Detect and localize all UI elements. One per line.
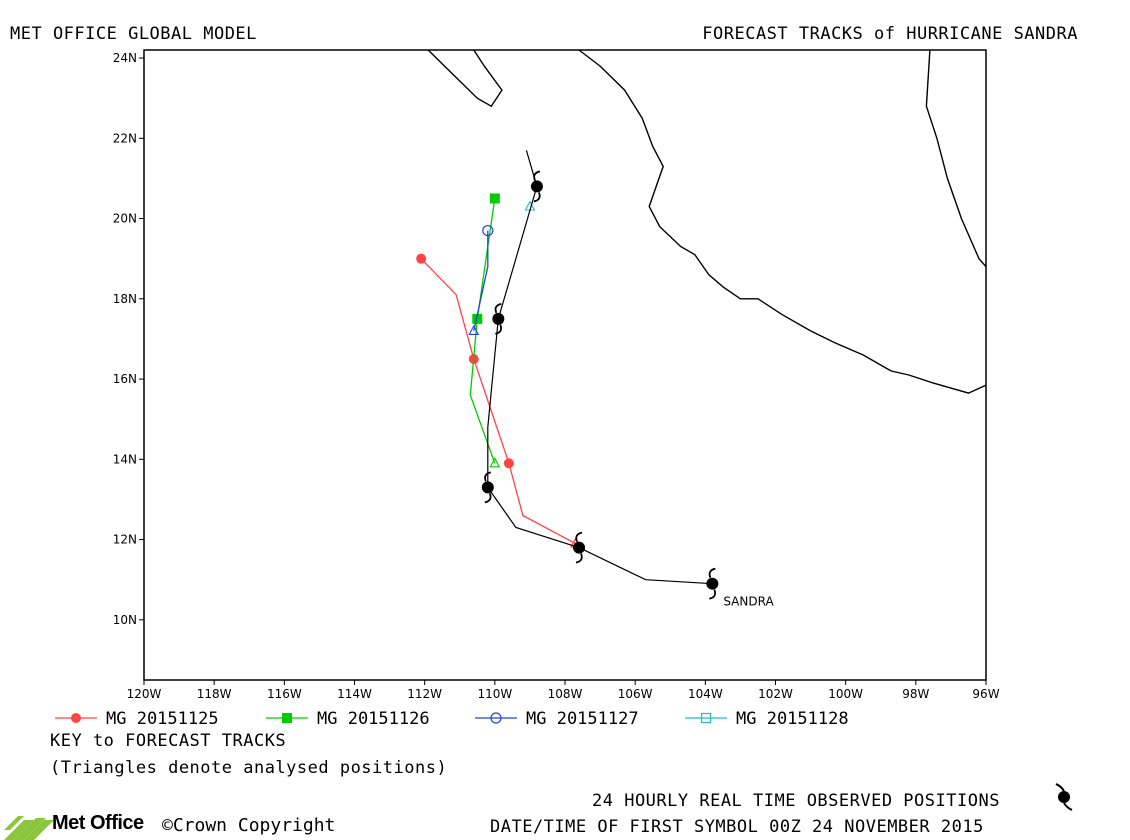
hurricane-arm (533, 170, 541, 181)
x-tick-label: 112W (407, 687, 442, 701)
legend-marker (71, 713, 81, 723)
coastline (925, 49, 987, 268)
forecast-marker (416, 253, 427, 264)
x-tick-label: 100W (828, 687, 863, 701)
x-tick-label: 118W (197, 687, 232, 701)
hurricane-arm (484, 471, 492, 482)
key-title: KEY to FORECAST TRACKS (50, 731, 287, 751)
observed-note: 24 HOURLY REAL TIME OBSERVED POSITIONS (592, 791, 1000, 811)
hurricane-core (573, 541, 586, 554)
legend-label: MG 20151125 (106, 709, 219, 729)
legend-label: MG 20151127 (526, 709, 639, 729)
hurricane-arm (575, 531, 583, 542)
hurricane-core (481, 481, 494, 494)
hurricane-symbol (530, 170, 543, 203)
x-tick-label: 114W (337, 687, 372, 701)
brand-name: Met Office (52, 812, 144, 834)
y-tick-label: 24N (113, 51, 137, 65)
coastline (427, 49, 503, 108)
hurricane-core (492, 312, 505, 325)
forecast-marker (482, 224, 494, 237)
storm-label: SANDRA (723, 595, 774, 609)
met-office-logo-icon (4, 816, 54, 840)
hurricane-icon (1055, 783, 1073, 811)
hurricane-arm (575, 553, 583, 564)
forecast-line (473, 230, 489, 332)
legend-label: MG 20151126 (317, 709, 430, 729)
legend-marker (490, 712, 502, 724)
coastlines (427, 49, 987, 394)
y-tick-label: 18N (113, 292, 137, 306)
hurricane-arm (533, 192, 541, 203)
hurricane-arm (709, 589, 717, 600)
legend-label: MG 20151128 (736, 709, 849, 729)
x-tick-label: 108W (548, 687, 583, 701)
x-tick-label: 120W (127, 687, 162, 701)
y-tick-label: 20N (113, 212, 137, 226)
legend-marker (282, 713, 292, 723)
hurricane-arm (494, 302, 502, 314)
y-tick-label: 22N (113, 131, 137, 145)
legend-marker (700, 712, 712, 724)
legend: MG 20151125 MG 20151126 MG 20151127 MG 2015… (55, 709, 849, 729)
hurricane-symbol (573, 531, 586, 564)
forecast-line (420, 258, 576, 545)
forecast-marker (503, 458, 514, 469)
x-tick-label: 104W (688, 687, 723, 701)
hurricane-symbol (706, 567, 719, 600)
y-tick-label: 16N (113, 372, 137, 386)
header-right-title: FORECAST TRACKS of HURRICANE SANDRA (702, 24, 1078, 44)
x-tick-label: 106W (618, 687, 653, 701)
hurricane-symbol (492, 302, 505, 335)
forecast-marker (489, 193, 500, 204)
hurricane-core (706, 577, 719, 590)
forecast-tracks (416, 193, 581, 548)
x-tick-label: 96W (972, 687, 999, 701)
hurricane-symbol (481, 471, 494, 504)
hurricane-arm (495, 324, 503, 335)
y-tick-label: 14N (113, 452, 137, 466)
forecast-line (469, 198, 496, 464)
track-map: 120W 118W 116W 114W 112W 110W 108W 106W 104W 102W… (55, 49, 1000, 729)
map-frame (143, 49, 987, 681)
analysed-triangle (468, 324, 480, 335)
first-symbol-datetime: DATE/TIME OF FIRST SYMBOL 00Z 24 NOVEMBE… (490, 817, 984, 837)
observed-track (481, 150, 719, 600)
x-tick-label: 110W (477, 687, 512, 701)
forecast-marker (472, 313, 483, 324)
x-tick-label: 116W (267, 687, 302, 701)
hurricane-arm (484, 493, 492, 504)
coastline (578, 49, 987, 394)
header-left-title: MET OFFICE GLOBAL MODEL (10, 24, 257, 44)
key-note: (Triangles denote analysed positions) (50, 758, 448, 778)
x-tick-label: 98W (902, 687, 929, 701)
x-tick-label: 102W (758, 687, 793, 701)
y-tick-label: 10N (113, 613, 137, 627)
observed-line (487, 150, 713, 585)
copyright: ©Crown Copyright (162, 815, 336, 836)
analysed-triangle (489, 457, 501, 468)
hurricane-core (530, 180, 543, 193)
map-ticks: 120W 118W 116W 114W 112W 110W 108W 106W 104W 102W… (113, 51, 1000, 701)
hurricane-arm (708, 567, 716, 579)
y-tick-label: 12N (113, 533, 137, 547)
